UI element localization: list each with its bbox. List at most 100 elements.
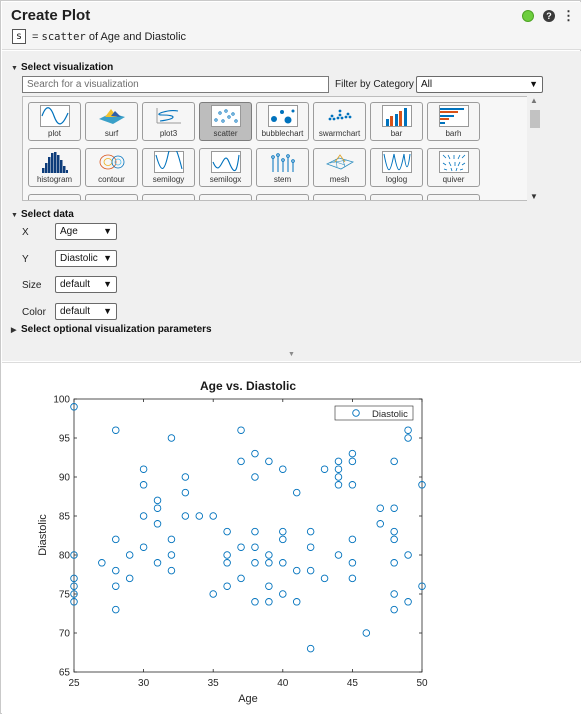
scatter-chart[interactable]: Age vs. Diastolic Age Diastolic 25 30 35 40…	[2, 363, 581, 715]
scatter-point	[390, 527, 398, 536]
scatter-point	[404, 598, 412, 606]
chevron-down-icon: ▼	[103, 226, 112, 236]
scatter-point	[153, 520, 162, 528]
tile-more[interactable]	[256, 194, 309, 200]
scatter-point	[279, 527, 287, 536]
output-variable-field[interactable]: s	[12, 29, 26, 44]
scatter-point	[292, 566, 301, 575]
x-tick-label: 40	[277, 678, 289, 689]
scatter-point	[237, 574, 245, 583]
more-options-icon[interactable]: ⋮	[562, 8, 575, 23]
visualization-search-input[interactable]	[22, 76, 329, 93]
color-dropdown[interactable]: default ▼	[55, 303, 117, 320]
scatter-point	[390, 504, 398, 512]
scroll-up-icon[interactable]: ▲	[530, 96, 538, 105]
tile-semilogy[interactable]: semilogy	[142, 148, 195, 187]
expand-caret-icon[interactable]: ▶	[11, 327, 17, 334]
tile-more[interactable]	[199, 194, 252, 200]
x-tick-label: 35	[208, 678, 220, 689]
y-tick-label: 100	[53, 395, 70, 406]
tile-quiver[interactable]: quiver	[427, 148, 480, 187]
scatter-point	[320, 574, 329, 583]
tile-plot[interactable]: plot	[28, 102, 81, 141]
tile-barh[interactable]: barh	[427, 102, 480, 141]
tile-scatter[interactable]: scatter	[199, 102, 252, 141]
quiver-icon	[439, 151, 469, 173]
scatter-point	[279, 535, 287, 544]
category-filter-dropdown[interactable]: All ▼	[416, 76, 543, 93]
tile-plot3[interactable]: plot3	[142, 102, 195, 141]
stem-icon	[271, 153, 295, 172]
legend-label: Diastolic	[372, 409, 408, 420]
tile-bubblechart[interactable]: bubblechart	[256, 102, 309, 141]
collapse-caret-icon[interactable]: ▼	[11, 212, 18, 219]
x-axis-label: Age	[238, 693, 258, 705]
x-tick-label: 45	[347, 678, 359, 689]
y-variable-dropdown[interactable]: Diastolic ▼	[55, 250, 117, 267]
scatter-point	[265, 457, 273, 466]
collapse-panel-icon[interactable]: ▼	[288, 351, 295, 358]
x-variable-dropdown[interactable]: Age ▼	[55, 223, 117, 240]
tile-bar[interactable]: bar	[370, 102, 423, 141]
tile-more[interactable]	[427, 194, 480, 200]
scatter-point	[112, 582, 120, 590]
scatter-point	[112, 566, 120, 575]
header: Create Plot ? ⋮ s = scatter of Age and D…	[2, 2, 581, 50]
scatter-point	[334, 465, 343, 473]
x-tick-label: 50	[416, 678, 428, 689]
tile-swarmchart[interactable]: swarmchart	[313, 102, 366, 141]
tile-more[interactable]	[85, 194, 138, 200]
scatter-point	[390, 605, 398, 614]
y-axis-label: Diastolic	[37, 514, 49, 556]
tile-more[interactable]	[28, 194, 81, 200]
scatter-point	[292, 598, 301, 606]
tile-mesh[interactable]: mesh	[313, 148, 366, 187]
scatter-point	[348, 559, 357, 567]
y-tick-label: 80	[59, 551, 71, 562]
scatter-point	[181, 473, 190, 481]
tile-more[interactable]	[370, 194, 423, 200]
legend-marker-icon	[352, 409, 360, 417]
tile-histogram[interactable]: histogram	[28, 148, 81, 187]
y-label: Y	[22, 254, 29, 265]
x-tick-label: 30	[138, 678, 150, 689]
tile-loglog[interactable]: loglog	[370, 148, 423, 187]
scatter-point	[418, 481, 426, 489]
scatter-point	[362, 629, 371, 637]
scatter-point	[70, 582, 78, 590]
scroll-down-icon[interactable]: ▼	[530, 192, 538, 201]
scatter-point	[334, 551, 343, 559]
tile-more[interactable]	[313, 194, 366, 200]
tile-semilogx[interactable]: semilogx	[199, 148, 252, 187]
chevron-down-icon: ▼	[529, 79, 538, 89]
size-label: Size	[22, 280, 42, 291]
size-dropdown[interactable]: default ▼	[55, 276, 117, 293]
scatter-point	[70, 551, 78, 559]
scatter-point	[390, 590, 398, 598]
select-data-header[interactable]: ▼ Select data	[11, 209, 74, 220]
swarmchart-icon	[328, 109, 352, 121]
scatter-point	[112, 535, 120, 544]
select-visualization-header[interactable]: ▼ Select visualization	[11, 62, 114, 73]
scatter-point	[209, 590, 217, 598]
scroll-thumb[interactable]	[530, 110, 540, 128]
scatter-point	[265, 598, 273, 606]
scatter-icon	[211, 105, 241, 127]
gallery-scrollbar[interactable]: ▲ ▼	[527, 96, 543, 201]
y-tick-label: 70	[59, 629, 71, 640]
scatter-point	[223, 527, 231, 536]
tile-contour[interactable]: contour	[85, 148, 138, 187]
filter-by-category-label: Filter by Category	[335, 79, 414, 90]
collapse-caret-icon[interactable]: ▼	[11, 65, 18, 72]
scatter-point	[125, 551, 134, 559]
tile-more[interactable]	[142, 194, 195, 200]
tile-surf[interactable]: surf	[85, 102, 138, 141]
scatter-point	[153, 559, 162, 567]
surf-icon	[99, 109, 125, 124]
help-icon[interactable]: ?	[543, 10, 555, 22]
plot3-icon	[156, 108, 181, 124]
legend[interactable]: Diastolic	[334, 405, 414, 421]
optional-parameters-header[interactable]: ▶ Select optional visualization parameter…	[11, 324, 212, 335]
tile-stem[interactable]: stem	[256, 148, 309, 187]
scatter-point	[139, 481, 148, 489]
